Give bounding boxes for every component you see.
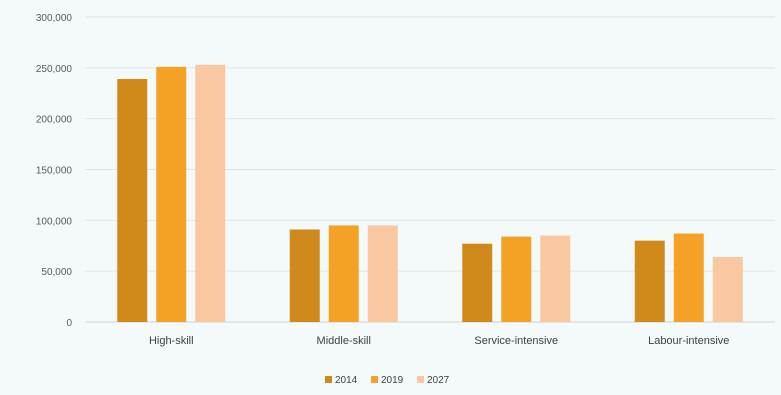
legend-swatch-2019 bbox=[371, 376, 378, 383]
legend-label: 2019 bbox=[381, 375, 404, 386]
x-category-label: High-skill bbox=[149, 335, 194, 347]
bar-2027-labour-intensive bbox=[712, 256, 743, 322]
y-tick-label: 300,000 bbox=[36, 13, 73, 24]
bar-2014-labour-intensive bbox=[634, 240, 665, 322]
bar-2019-high-skill bbox=[156, 66, 187, 322]
x-axis-categories: High-skill Middle-skill Service-intensive L… bbox=[149, 335, 729, 347]
y-tick-label: 250,000 bbox=[36, 64, 73, 75]
x-category-label: Labour-intensive bbox=[648, 335, 729, 347]
bar-2014-high-skill bbox=[117, 79, 148, 323]
bar-2014-service-intensive bbox=[462, 243, 493, 322]
bar-2027-service-intensive bbox=[540, 235, 571, 322]
legend-label: 2014 bbox=[335, 375, 358, 386]
bar-2014-middle-skill bbox=[289, 229, 320, 322]
y-axis-ticks: 0 50,000 100,000 150,000 200,000 250,000 300,0… bbox=[36, 13, 73, 329]
y-tick-label: 100,000 bbox=[36, 216, 73, 227]
bar-2019-middle-skill bbox=[328, 225, 359, 322]
legend-swatch-2014 bbox=[325, 376, 332, 383]
x-category-label: Service-intensive bbox=[474, 335, 558, 347]
y-tick-label: 0 bbox=[66, 318, 72, 329]
y-tick-label: 150,000 bbox=[36, 166, 73, 177]
y-tick-label: 50,000 bbox=[41, 267, 72, 278]
x-category-label: Middle-skill bbox=[317, 335, 371, 347]
legend-swatch-2027 bbox=[417, 376, 424, 383]
gridlines bbox=[85, 16, 775, 323]
legend-label: 2027 bbox=[427, 375, 450, 386]
bar-2027-high-skill bbox=[195, 64, 226, 323]
bar-2019-labour-intensive bbox=[673, 233, 704, 322]
legend: 2014 2019 2027 bbox=[325, 375, 450, 386]
bar-2019-service-intensive bbox=[501, 236, 532, 322]
bar-2027-middle-skill bbox=[367, 225, 398, 322]
bars bbox=[117, 64, 743, 323]
y-tick-label: 200,000 bbox=[36, 115, 73, 126]
